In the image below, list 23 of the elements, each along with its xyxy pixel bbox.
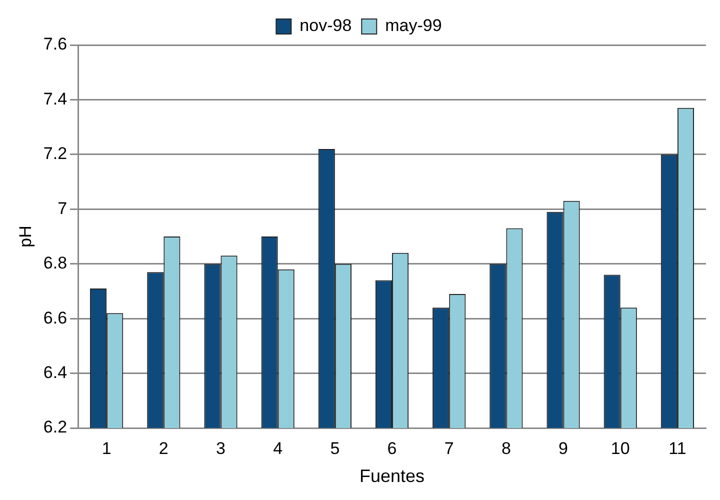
y-tick-label: 7 [58,198,68,218]
x-tick-label: 5 [330,438,340,458]
x-axis-title: Fuentes [359,466,425,486]
x-tick-label: 7 [444,438,454,458]
x-tick-label: 8 [501,438,511,458]
y-tick-label: 7.2 [43,144,68,164]
x-tick-label: 9 [558,438,568,458]
legend-label: may-99 [385,16,442,36]
y-tick-label: 6.6 [43,308,68,328]
y-tick-label: 6.2 [43,418,68,437]
x-tick-label: 10 [610,438,630,458]
y-tick-label: 7.6 [43,34,68,54]
legend-label: nov-98 [300,16,352,36]
y-axis-title: pH [16,226,35,248]
y-tick-label: 7.4 [43,89,68,108]
x-tick-label: 6 [387,438,397,458]
x-tick-label: 1 [102,438,112,458]
x-tick-label: 11 [668,438,686,458]
x-tick-label: 3 [216,438,226,458]
x-tick-label: 4 [273,438,283,458]
y-tick-label: 6.4 [43,362,68,382]
y-tick-label: 6.8 [43,254,68,273]
x-tick-label: 2 [158,438,168,458]
